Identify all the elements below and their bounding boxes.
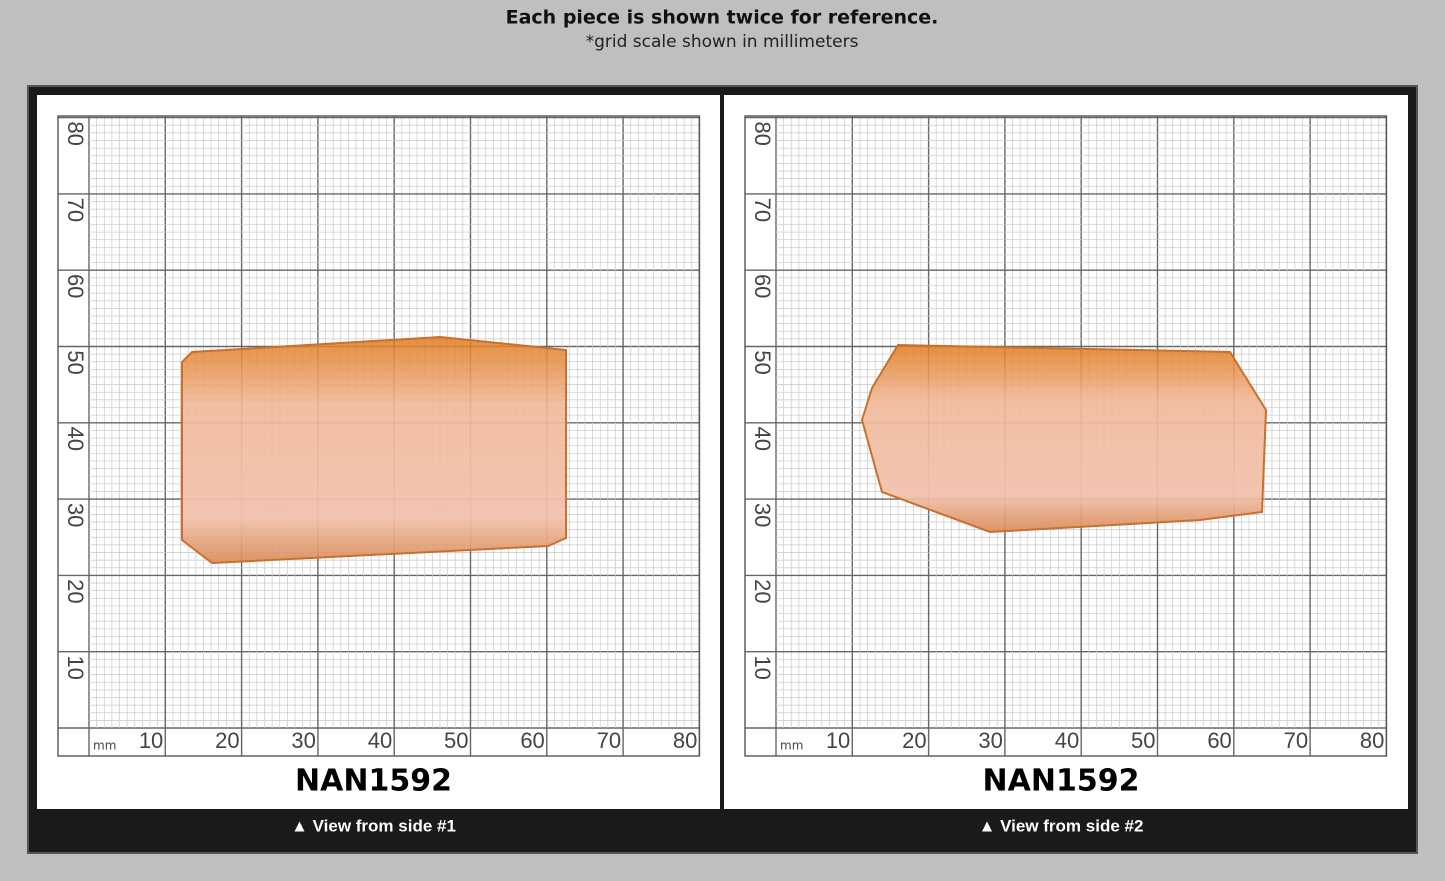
title: Each piece is shown twice for reference. [506, 7, 939, 29]
y-tick-label: 80 [750, 121, 775, 145]
y-tick-label: 70 [750, 198, 775, 222]
x-tick-label: 20 [215, 728, 239, 753]
y-tick-label: 40 [63, 427, 88, 451]
gem-photo [860, 343, 1268, 534]
x-tick-label: 30 [978, 728, 1002, 753]
y-tick-label: 50 [63, 350, 88, 374]
y-tick-label: 70 [63, 198, 88, 222]
caption: ▲ View from side #1 [291, 816, 456, 835]
unit-label: mm [780, 739, 803, 753]
x-tick-label: 70 [1284, 728, 1308, 753]
x-tick-label: 20 [902, 728, 926, 753]
x-tick-label: 70 [597, 728, 621, 753]
x-tick-label: 80 [1360, 728, 1384, 753]
x-tick-label: 40 [1055, 728, 1079, 753]
y-tick-label: 20 [63, 579, 88, 603]
y-tick-label: 80 [63, 121, 88, 145]
x-tick-label: 30 [291, 728, 315, 753]
x-tick-label: 60 [1207, 728, 1231, 753]
piece-id: NAN1592 [983, 764, 1140, 799]
caption: ▲ View from side #2 [979, 816, 1144, 835]
panel: mm 10 20 30 40 50 60 70 80 10 20 30 40 50 60 70 80 NAN159… [37, 95, 720, 835]
panels: mm 10 20 30 40 50 60 70 80 10 20 30 40 50 60 70 80 NAN159… [37, 95, 1408, 835]
x-tick-label: 40 [368, 728, 392, 753]
unit-label: mm [93, 739, 116, 753]
y-tick-label: 60 [63, 274, 88, 298]
subtitle: *grid scale shown in millimeters [586, 32, 859, 52]
y-tick-label: 10 [750, 655, 775, 679]
x-tick-label: 60 [520, 728, 544, 753]
x-tick-label: 50 [1131, 728, 1155, 753]
y-tick-label: 60 [750, 274, 775, 298]
piece-id: NAN1592 [295, 764, 452, 799]
y-tick-label: 30 [750, 503, 775, 527]
y-tick-label: 10 [63, 655, 88, 679]
x-tick-label: 10 [826, 728, 850, 753]
y-tick-label: 50 [750, 350, 775, 374]
y-tick-label: 20 [750, 579, 775, 603]
x-tick-label: 50 [444, 728, 468, 753]
y-tick-label: 40 [750, 427, 775, 451]
y-tick-label: 30 [63, 503, 88, 527]
x-tick-label: 80 [673, 728, 697, 753]
panel: mm 10 20 30 40 50 60 70 80 10 20 30 40 50 60 70 80 NAN159… [724, 95, 1408, 835]
x-tick-label: 10 [139, 728, 163, 753]
gem-photo [181, 335, 567, 565]
